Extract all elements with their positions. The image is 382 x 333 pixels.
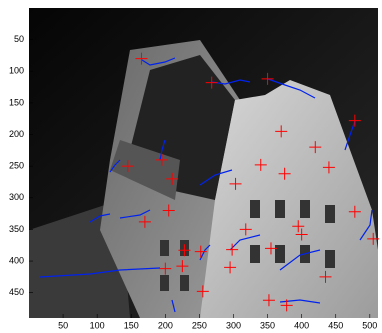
- x-tick-label: 50: [58, 320, 68, 330]
- x-tick-label: 450: [328, 320, 343, 330]
- y-tick-label: 50: [14, 34, 24, 44]
- y-tick-label: 150: [9, 97, 24, 107]
- figure: 50 100 150 200 250 300 350 400 450 50 100 150 200 250…: [0, 0, 382, 333]
- y-tick-label: 250: [9, 161, 24, 171]
- y-tick-label: 450: [9, 287, 24, 297]
- y-tick-label: 300: [9, 192, 24, 202]
- x-tick-label: 300: [226, 320, 241, 330]
- x-tick-label: 400: [294, 320, 309, 330]
- x-tick-label: 200: [158, 320, 173, 330]
- x-tick-label: 250: [192, 320, 207, 330]
- y-tick-label: 350: [9, 224, 24, 234]
- y-tick-label: 200: [9, 129, 24, 139]
- x-tick-label: 100: [90, 320, 105, 330]
- x-tick-label: 150: [124, 320, 139, 330]
- x-tick-label: 350: [260, 320, 275, 330]
- y-tick-label: 100: [9, 66, 24, 76]
- x-tick-label: 500: [362, 320, 377, 330]
- y-tick-label: 400: [9, 255, 24, 265]
